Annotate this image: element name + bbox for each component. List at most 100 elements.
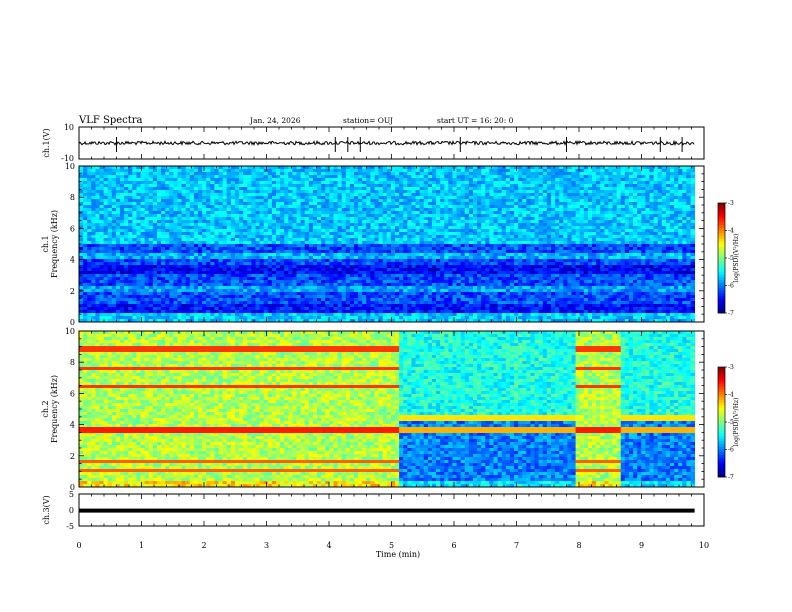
spectrogram-cell <box>156 229 162 233</box>
spectrogram-cell <box>87 205 92 209</box>
spectrogram-cell <box>128 271 133 275</box>
spectrogram-cell <box>407 274 412 278</box>
spectrogram-cell <box>431 250 437 254</box>
spectrogram-cell <box>247 211 252 215</box>
spectrogram-cell <box>91 229 96 233</box>
spectrogram-cell <box>120 196 125 200</box>
spectrogram-cell <box>128 289 133 293</box>
spectrogram-cell <box>181 187 187 191</box>
spectrogram-cell <box>276 247 281 251</box>
spectrogram-cell <box>206 286 211 290</box>
spectrogram-cell <box>165 220 170 224</box>
spectrogram-cell <box>403 226 408 230</box>
spectrogram-cell <box>263 172 269 176</box>
spectrogram-cell <box>239 181 244 185</box>
spectrogram-cell <box>312 196 318 200</box>
spectrogram-cell <box>173 319 178 323</box>
spectrogram-cell <box>165 319 170 323</box>
spectrogram-cell <box>198 187 203 191</box>
spectrogram-cell <box>345 298 351 302</box>
spectrogram-cell <box>325 280 330 284</box>
spectrogram-cell <box>407 175 412 179</box>
spectrogram-cell <box>427 259 433 263</box>
spectrogram-cell <box>156 250 162 254</box>
spectrogram-cell <box>399 178 404 182</box>
spectrogram-cell <box>395 193 400 197</box>
spectrogram-cell <box>325 217 330 221</box>
spectrogram-cell <box>144 271 150 275</box>
spectrogram-cell <box>358 199 363 203</box>
spectrogram-cell <box>161 286 166 290</box>
spectrogram-cell <box>263 217 269 221</box>
spectrogram-cell <box>230 202 236 206</box>
spectrogram-cell <box>358 283 363 287</box>
spectrogram-cell <box>206 229 211 233</box>
spectrogram-cell <box>452 232 457 236</box>
spectrogram-cell <box>185 310 191 314</box>
spectrogram-cell <box>312 208 318 212</box>
spectrogram-cell <box>115 187 121 191</box>
spectrogram-cell <box>349 223 355 227</box>
spectrogram-cell <box>243 316 248 320</box>
spectrogram-cell <box>152 205 158 209</box>
spectrogram-cell <box>427 226 433 230</box>
spectrogram-cell <box>169 223 174 227</box>
spectrogram-cell <box>329 277 334 281</box>
spectrogram-cell <box>210 304 215 308</box>
spectrogram-cell <box>399 271 404 275</box>
spectrogram-cell <box>210 208 215 212</box>
spectrogram-cell <box>120 256 125 260</box>
spectrogram-cell <box>382 298 388 302</box>
spectrogram-cell <box>128 214 133 218</box>
spectrogram-cell <box>181 283 187 287</box>
spectrogram-cell <box>452 235 457 239</box>
spectrogram-cell <box>239 250 244 254</box>
spectrogram-cell <box>292 295 297 299</box>
spectrogram-cell <box>411 247 416 251</box>
spectrogram-cell <box>345 211 351 215</box>
spectrogram-cell <box>423 190 429 194</box>
spectrogram-cell <box>345 235 351 239</box>
spectrogram-cell <box>259 184 265 188</box>
spectrogram-cell <box>444 280 449 284</box>
spectrogram-cell <box>218 277 224 281</box>
spectrogram-cell <box>185 181 191 185</box>
spectrogram-cell <box>169 184 174 188</box>
spectrogram-cell <box>423 259 429 263</box>
spectrogram-cell <box>349 307 355 311</box>
spectrogram-cell <box>243 301 248 305</box>
spectrogram-cell <box>370 295 375 299</box>
spectrogram-cell <box>382 310 388 314</box>
spectrogram-cell <box>79 256 84 260</box>
spectrogram-cell <box>230 184 236 188</box>
spectrogram-cell <box>210 253 215 257</box>
spectrogram-cell <box>329 202 334 206</box>
spectrogram-cell <box>202 256 207 260</box>
spectrogram-cell <box>111 205 117 209</box>
spectrogram-cell <box>263 271 269 275</box>
spectrogram-cell <box>181 277 187 281</box>
spectrogram-cell <box>206 289 211 293</box>
spectrogram-cell <box>218 217 224 221</box>
spectrogram-cell <box>87 289 92 293</box>
spectrogram-cell <box>87 283 92 287</box>
spectrogram-cell <box>456 181 462 185</box>
spectrogram-cell <box>181 220 187 224</box>
spectrogram-cell <box>152 196 158 200</box>
spectrogram-cell <box>198 190 203 194</box>
spectrogram-cell <box>263 169 269 173</box>
spectrogram-cell <box>456 274 462 278</box>
spectrogram-cell <box>95 241 100 245</box>
spectrogram-cell <box>267 283 273 287</box>
spectrogram-cell <box>99 298 105 302</box>
spectrogram-cell <box>395 208 400 212</box>
spectrogram-cell <box>415 202 421 206</box>
spectrogram-cell <box>358 223 363 227</box>
spectrogram-cell <box>120 265 125 269</box>
spectrogram-cell <box>255 283 260 287</box>
spectrogram-cell <box>218 301 224 305</box>
spectrogram-cell <box>206 283 211 287</box>
spectrogram-cell <box>185 238 191 242</box>
spectrogram-cell <box>99 244 105 248</box>
spectrogram-cell <box>169 304 174 308</box>
